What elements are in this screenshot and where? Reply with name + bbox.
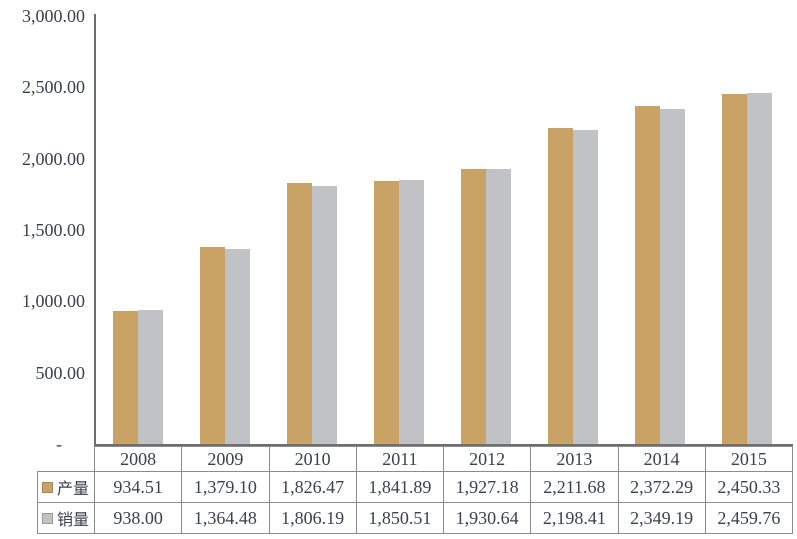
bar-production-2008 [113, 310, 139, 444]
value-cell-production-2014: 2,372.29 [617, 471, 706, 503]
bar-sales-2015 [746, 93, 772, 444]
y-axis-line [94, 14, 96, 446]
y-axis-tick-label: 500.00 [35, 362, 86, 383]
year-header-2014: 2014 [617, 446, 706, 472]
y-axis-tick-label: - [56, 434, 62, 454]
bar-production-2010 [287, 183, 313, 444]
table-row-sales: 销量 938.00 1,364.48 1,806.19 1,850.51 1,930.64… [37, 502, 794, 534]
y-axis-tick-label: 1,500.00 [22, 220, 85, 240]
table-corner-cell [38, 447, 95, 472]
table-header-row: 2008 2009 2010 2011 2012 2013 2014 2015 [38, 446, 794, 472]
bar-sales-2014 [659, 108, 685, 444]
x-axis-line [94, 444, 793, 446]
bar-sales-2009 [225, 249, 251, 444]
year-header-2015: 2015 [704, 446, 794, 472]
bar-production-2011 [374, 181, 400, 444]
value-cell-production-2009: 1,379.10 [181, 471, 270, 503]
value-cell-sales-2008: 938.00 [93, 502, 183, 534]
data-table: 2008 2009 2010 2011 2012 2013 2014 2015 产量 934.51… [37, 446, 794, 534]
bar-sales-2011 [399, 179, 425, 444]
bar-production-2012 [460, 169, 486, 444]
bar-production-2009 [200, 247, 226, 444]
value-cell-production-2011: 1,841.89 [355, 471, 445, 503]
legend-swatch-sales [42, 512, 53, 524]
value-cell-sales-2010: 1,806.19 [268, 502, 357, 534]
legend-label-production: 产量 [57, 481, 90, 498]
bar-sales-2010 [312, 186, 338, 444]
legend-cell-production: 产量 [37, 471, 95, 503]
y-axis-tick-label: 1,000.00 [22, 291, 85, 312]
year-header-2009: 2009 [181, 446, 270, 472]
value-cell-production-2013: 2,211.68 [530, 471, 619, 503]
y-axis-tick-label: 3,000.00 [22, 6, 85, 26]
y-axis-tick-label: 2,500.00 [22, 77, 85, 98]
value-cell-production-2010: 1,826.47 [268, 471, 357, 503]
legend-swatch-production [42, 481, 53, 493]
bar-sales-2013 [572, 130, 598, 444]
value-cell-production-2012: 1,927.18 [442, 471, 532, 503]
bar-production-2014 [634, 105, 660, 444]
value-cell-sales-2009: 1,364.48 [181, 502, 270, 534]
year-header-2011: 2011 [355, 446, 445, 472]
value-cell-production-2008: 934.51 [93, 471, 183, 503]
table-row-production: 产量 934.51 1,379.10 1,826.47 1,841.89 1,927.18… [37, 471, 794, 503]
legend-cell-sales: 销量 [37, 502, 95, 534]
year-header-2010: 2010 [268, 446, 357, 472]
year-header-2008: 2008 [93, 446, 183, 472]
year-header-2013: 2013 [530, 446, 619, 472]
value-cell-sales-2011: 1,850.51 [355, 502, 445, 534]
year-header-2012: 2012 [442, 446, 532, 472]
value-cell-production-2015: 2,450.33 [704, 471, 794, 503]
bar-sales-2012 [485, 168, 511, 444]
y-axis-tick-label: 2,000.00 [22, 148, 85, 169]
bar-production-2013 [547, 128, 573, 444]
value-cell-sales-2014: 2,349.19 [617, 502, 706, 534]
value-cell-sales-2013: 2,198.41 [530, 502, 619, 534]
value-cell-sales-2015: 2,459.76 [704, 502, 794, 534]
value-cell-sales-2012: 1,930.64 [442, 502, 532, 534]
bar-production-2015 [721, 94, 747, 444]
bar-sales-2008 [138, 310, 164, 444]
legend-label-sales: 销量 [57, 512, 90, 529]
